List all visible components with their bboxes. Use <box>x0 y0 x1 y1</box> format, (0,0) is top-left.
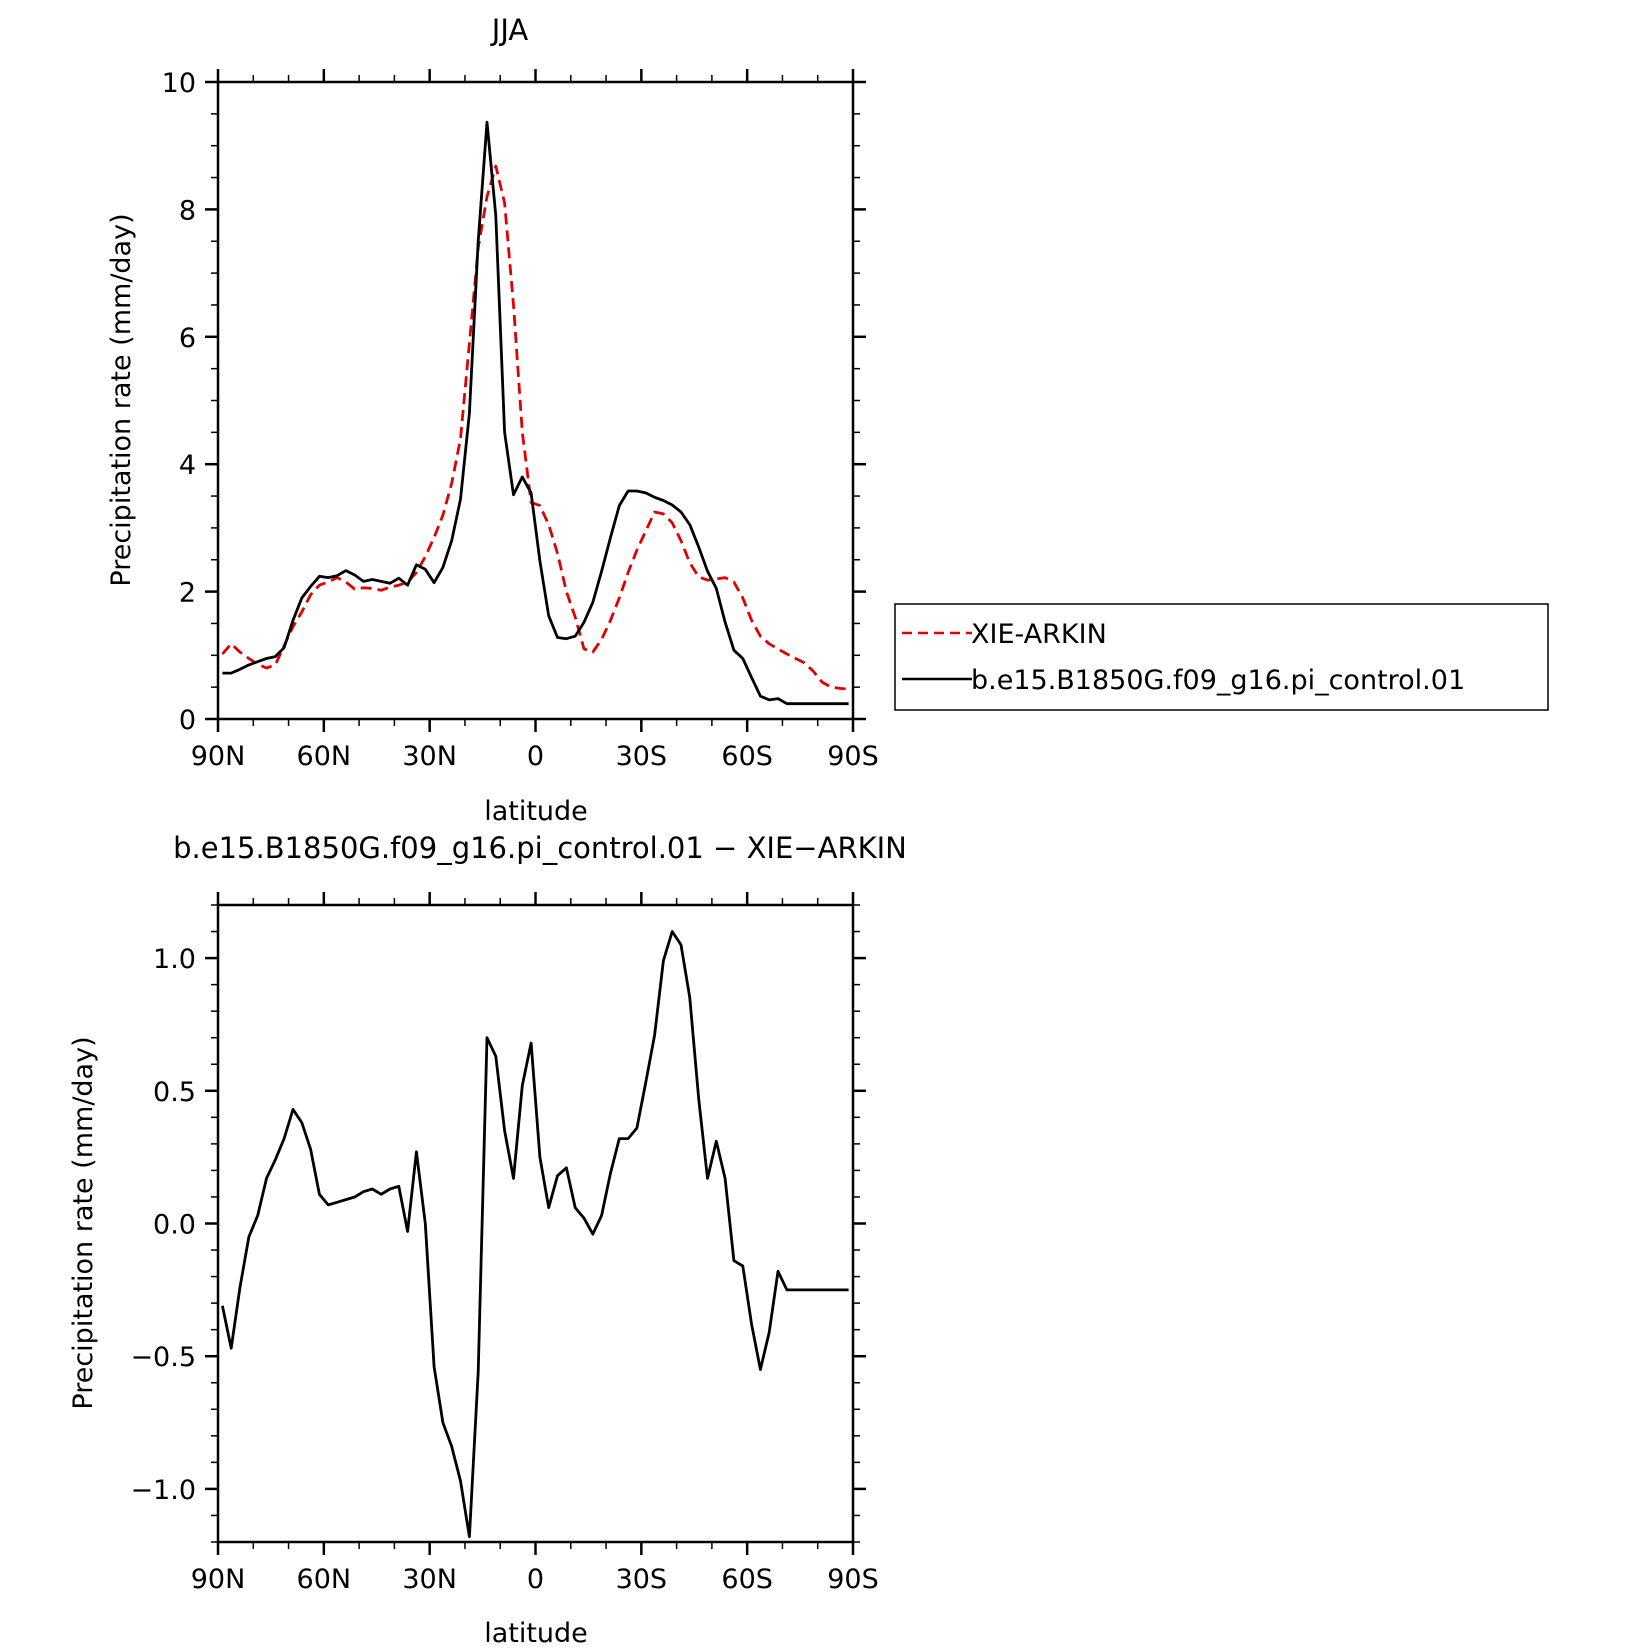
x-tick-label: 90N <box>191 1564 246 1595</box>
y-tick-label: 10 <box>162 68 196 99</box>
legend: XIE-ARKIN b.e15.B1850G.f09_g16.pi_contro… <box>894 603 1549 711</box>
panel-bottom-chart: b.e15.B1850G.f09_g16.pi_control.01 − XIE… <box>68 831 907 1649</box>
x-tick-label: 90S <box>827 741 879 772</box>
x-tick-label: 0 <box>527 741 544 772</box>
xie-arkin-series-line <box>221 164 849 691</box>
x-tick-label: 30S <box>616 1564 668 1595</box>
legend-label-xie-arkin: XIE-ARKIN <box>971 619 1107 650</box>
legend-label-model: b.e15.B1850G.f09_g16.pi_control.01 <box>971 665 1465 696</box>
y-tick-label: 0.0 <box>153 1210 196 1241</box>
x-axis-label: latitude <box>484 796 588 827</box>
x-tick-label: 30N <box>402 741 457 772</box>
x-tick-labels: 90N 60N 30N 0 30S 60S 90S <box>191 1564 879 1595</box>
y-tick-labels: −1.0 −0.5 0.0 0.5 1.0 <box>130 944 196 1506</box>
difference-series-line <box>221 930 849 1539</box>
y-tick-labels: 0 2 4 6 8 10 <box>162 68 196 736</box>
plot-frame <box>216 903 855 1544</box>
y-tick-label: −0.5 <box>130 1342 196 1373</box>
x-axis-label: latitude <box>484 1618 588 1647</box>
panel-top-chart: JJA 90N 60N 30N 0 30S 60S 90S 0 2 4 6 8 10 latitude… <box>106 13 1549 827</box>
x-tick-label: 30S <box>616 741 668 772</box>
x-tick-label: 90N <box>191 741 246 772</box>
x-tick-label: 60S <box>721 741 773 772</box>
x-tick-label: 60S <box>721 1564 773 1595</box>
tick-marks <box>205 892 866 1555</box>
legend-box <box>894 603 1549 711</box>
x-tick-label: 60N <box>297 1564 352 1595</box>
series-lines <box>221 120 849 706</box>
y-tick-label: 1.0 <box>153 944 196 975</box>
tick-marks <box>205 69 866 732</box>
plot-frame <box>216 80 855 721</box>
x-tick-label: 0 <box>527 1564 544 1595</box>
x-tick-label: 30N <box>402 1564 457 1595</box>
y-tick-label: 6 <box>179 323 196 354</box>
y-axis-label: Precipitation rate (mm/day) <box>68 1036 99 1409</box>
y-tick-label: 0.5 <box>153 1077 196 1108</box>
y-tick-label: 8 <box>179 195 196 226</box>
y-axis-label: Precipitation rate (mm/day) <box>106 213 137 586</box>
y-tick-label: 2 <box>179 578 196 609</box>
x-tick-labels: 90N 60N 30N 0 30S 60S 90S <box>191 741 879 772</box>
x-tick-label: 90S <box>827 1564 879 1595</box>
series-lines <box>221 930 849 1539</box>
difference-chart-title: b.e15.B1850G.f09_g16.pi_control.01 − XIE… <box>173 831 907 865</box>
y-tick-label: 4 <box>179 450 196 481</box>
y-tick-label: −1.0 <box>130 1475 196 1506</box>
x-tick-label: 60N <box>297 741 352 772</box>
b-e15-b1850g-f09-g16-pi-control-01-series-line <box>222 120 849 706</box>
y-tick-label: 0 <box>179 705 196 736</box>
chart-title: JJA <box>490 13 529 47</box>
